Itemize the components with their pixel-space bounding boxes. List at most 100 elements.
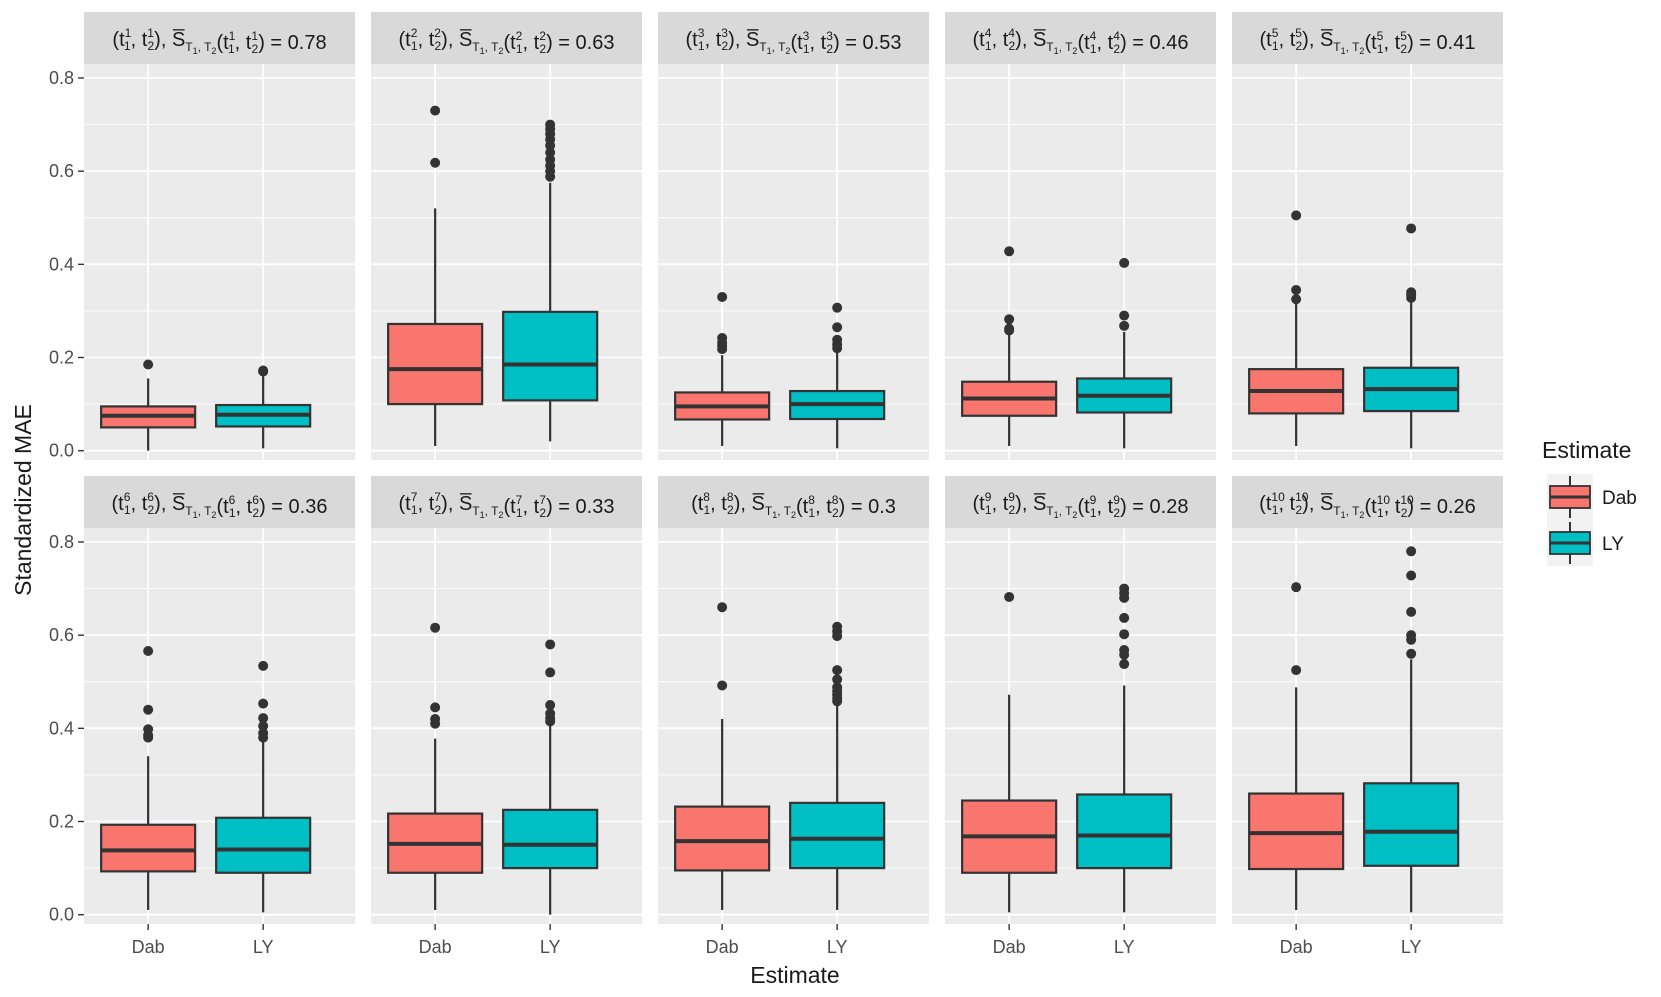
x-tick-label: LY xyxy=(253,937,274,957)
box-iqr xyxy=(215,816,312,874)
facet-s-value: 0.33 xyxy=(576,496,615,518)
outlier-point xyxy=(1119,257,1130,268)
outlier-point xyxy=(1291,582,1302,593)
facet-strip xyxy=(371,476,642,528)
y-tick-label: 0.4 xyxy=(49,254,74,274)
legend-label: LY xyxy=(1602,534,1624,555)
outlier-point xyxy=(832,621,843,632)
facet-strip xyxy=(658,476,929,528)
outlier-point xyxy=(832,302,843,313)
facet-strip-label: (t9 1, t9 2), S̅T1, T2(t9 1, t9 2) = 0.28 xyxy=(973,490,1189,520)
outlier-point xyxy=(717,291,728,302)
x-tick-label: Dab xyxy=(1280,937,1313,957)
facet-strip-label: (t2 1, t2 2), S̅T1, T2(t2 1, t2 2) = 0.63 xyxy=(399,26,615,56)
outlier-point xyxy=(1004,323,1015,334)
box-iqr xyxy=(674,805,771,872)
outlier-point xyxy=(1119,659,1130,670)
outlier-point xyxy=(1406,606,1417,617)
x-axis: Dab LY Dab LY Dab LY Dab LY Dab LY xyxy=(132,924,1422,957)
box-ly xyxy=(1363,546,1460,913)
facet-panel: (t7 1, t7 2), S̅T1, T2(t7 1, t7 2) = 0.33 xyxy=(371,476,642,924)
outlier-point xyxy=(545,119,556,130)
outlier-point xyxy=(430,702,441,713)
outlier-point xyxy=(1406,223,1417,234)
facet-strip-label: (t8 1, t8 2), S̅T1, T2(t8 1, t8 2) = 0.3 xyxy=(691,490,896,520)
box-iqr xyxy=(789,801,886,870)
facet-s-value: 0.41 xyxy=(1437,32,1476,54)
outlier-point xyxy=(143,645,154,656)
box-ly xyxy=(1076,257,1173,449)
legend-entry-dab: Dab xyxy=(1547,474,1637,520)
outlier-point xyxy=(1291,284,1302,295)
outlier-point xyxy=(430,714,441,725)
facet-strip xyxy=(658,12,929,64)
box-ly xyxy=(789,621,886,911)
facet-s-value: 0.36 xyxy=(289,496,328,518)
box-iqr xyxy=(1363,782,1460,867)
box-dab xyxy=(1248,210,1345,447)
box-dab xyxy=(100,359,197,451)
legend-label: Dab xyxy=(1602,488,1637,509)
outlier-point xyxy=(1004,246,1015,257)
outlier-point xyxy=(545,700,556,711)
outlier-point xyxy=(717,602,728,613)
facet-strip xyxy=(945,476,1216,528)
outlier-point xyxy=(1119,612,1130,623)
outlier-point xyxy=(1291,294,1302,305)
x-tick-label: Dab xyxy=(132,937,165,957)
outlier-point xyxy=(1004,591,1015,602)
outlier-point xyxy=(545,147,556,158)
facet-s-value: 0.26 xyxy=(1437,496,1476,518)
box-dab xyxy=(1248,582,1345,911)
facet-strip xyxy=(84,12,355,64)
outlier-point xyxy=(258,660,269,671)
x-tick-label: Dab xyxy=(419,937,452,957)
y-tick-label: 0.0 xyxy=(49,441,74,461)
outlier-point xyxy=(1291,665,1302,676)
outlier-point xyxy=(1119,645,1130,656)
facet-s-value: 0.3 xyxy=(868,496,896,518)
box-dab xyxy=(100,645,197,911)
facet-panel: (t3 1, t3 2), S̅T1, T2(t3 1, t3 2) = 0.53 xyxy=(658,12,929,460)
facet-strip-label: (t3 1, t3 2), S̅T1, T2(t3 1, t3 2) = 0.53 xyxy=(686,26,902,56)
facet-panel: (t5 1, t5 2), S̅T1, T2(t5 1, t5 2) = 0.41 xyxy=(1232,12,1503,460)
facet-panel: (t9 1, t9 2), S̅T1, T2(t9 1, t9 2) = 0.28 xyxy=(945,476,1216,924)
outlier-point xyxy=(545,708,556,719)
facet-panel: (t10 1, t10 2), S̅T1, T2(t10 1, t10 2) = 0.2… xyxy=(1232,476,1503,924)
facet-strip-label: (t4 1, t4 2), S̅T1, T2(t4 1, t4 2) = 0.46 xyxy=(973,26,1189,56)
y-axis-title: Standardized MAE xyxy=(10,404,36,596)
y-tick-label: 0.2 xyxy=(49,348,74,368)
box-ly xyxy=(1076,583,1173,913)
outlier-point xyxy=(832,334,843,345)
facet-strip xyxy=(945,12,1216,64)
outlier-point xyxy=(717,332,728,343)
y-tick-label: 0.6 xyxy=(49,625,74,645)
outlier-point xyxy=(258,698,269,709)
outlier-point xyxy=(1406,648,1417,659)
outlier-point xyxy=(1406,630,1417,641)
outlier-point xyxy=(832,665,843,676)
box-ly xyxy=(502,639,599,915)
x-tick-label: Dab xyxy=(993,937,1026,957)
y-tick-label: 0.4 xyxy=(49,718,74,738)
outlier-point xyxy=(1119,629,1130,640)
outlier-point xyxy=(258,713,269,724)
x-tick-label: LY xyxy=(1401,937,1422,957)
outlier-point xyxy=(545,639,556,650)
box-iqr xyxy=(1076,793,1173,870)
x-tick-label: LY xyxy=(827,937,848,957)
box-ly xyxy=(502,119,599,442)
facet-panel: (t2 1, t2 2), S̅T1, T2(t2 1, t2 2) = 0.63 xyxy=(371,12,642,460)
x-axis-title: Estimate xyxy=(750,962,839,988)
facet-strip-label: (t1 1, t1 2), S̅T1, T2(t1 1, t1 2) = 0.78 xyxy=(112,26,326,56)
outlier-point xyxy=(143,704,154,715)
outlier-point xyxy=(545,154,556,165)
facet-panel: (t6 1, t6 2), S̅T1, T2(t6 1, t6 2) = 0.36 xyxy=(84,476,355,924)
outlier-point xyxy=(545,667,556,678)
outlier-point xyxy=(143,724,154,735)
outlier-point xyxy=(1291,210,1302,221)
outlier-point xyxy=(1406,546,1417,557)
facet-strip xyxy=(1232,12,1503,64)
facet-s-value: 0.78 xyxy=(288,32,327,54)
